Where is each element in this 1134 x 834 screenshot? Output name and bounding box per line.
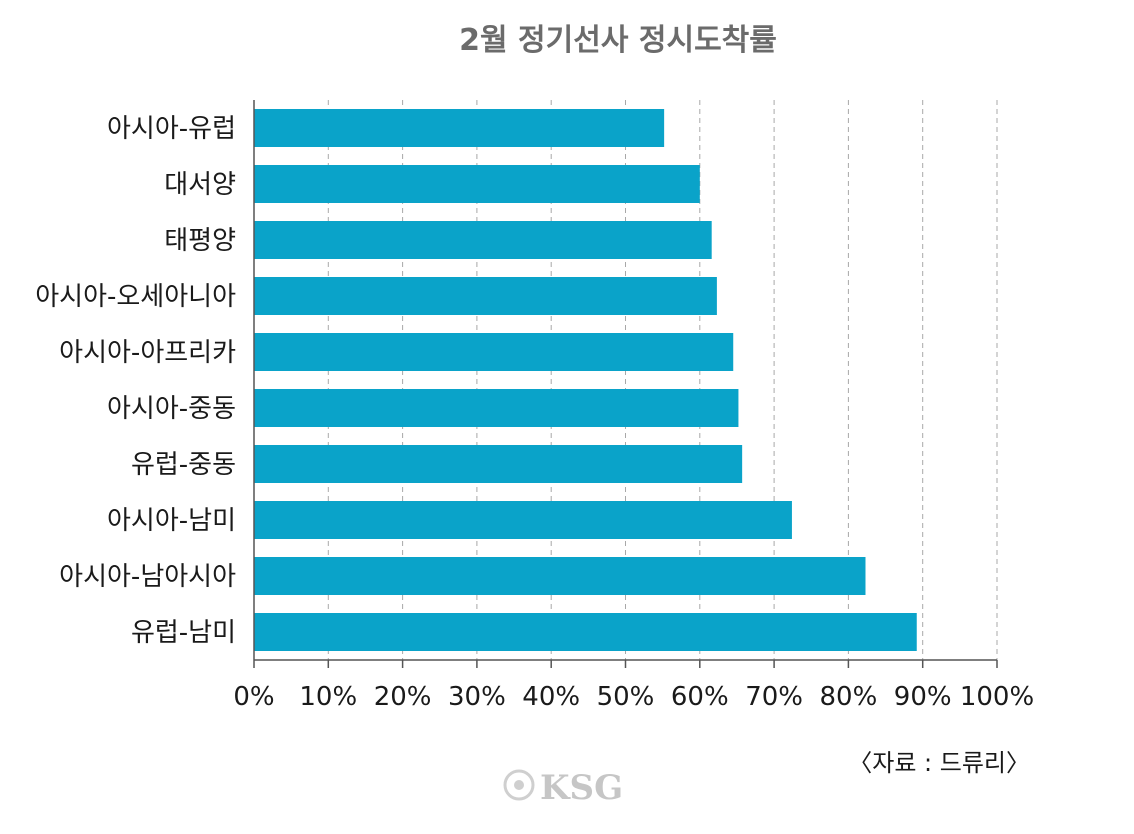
- bar: [254, 221, 712, 259]
- x-tick-label: 80%: [820, 682, 878, 712]
- x-tick-label: 60%: [671, 682, 729, 712]
- chart-title: 2월 정기선사 정시도착률: [459, 23, 777, 58]
- bar: [254, 277, 717, 315]
- watermark-seal-icon: [503, 769, 535, 801]
- x-tick-label: 40%: [522, 682, 580, 712]
- axes: [253, 100, 997, 661]
- x-tick-label: 70%: [745, 682, 803, 712]
- category-label: 대서양: [164, 170, 236, 200]
- category-labels: 아시아-유럽대서양태평양아시아-오세아니아아시아-아프리카아시아-중동유럽-중동…: [35, 114, 236, 648]
- x-tick-label: 0%: [233, 682, 274, 712]
- category-label: 유럽-남미: [131, 618, 236, 648]
- category-label: 아시아-중동: [107, 394, 236, 424]
- bar: [254, 557, 866, 595]
- watermark-text: KSG: [540, 768, 623, 808]
- bars: [254, 109, 917, 651]
- watermark-seal-center: [514, 780, 524, 790]
- x-tick-label: 20%: [374, 682, 432, 712]
- bar: [254, 501, 792, 539]
- category-label: 아시아-남아시아: [59, 562, 236, 592]
- category-label: 아시아-유럽: [107, 114, 236, 144]
- x-tick-label: 50%: [597, 682, 655, 712]
- bar: [254, 445, 743, 483]
- category-label: 아시아-아프리카: [59, 338, 236, 368]
- x-tick-label: 30%: [448, 682, 506, 712]
- category-label: 아시아-남미: [107, 506, 236, 536]
- bar: [254, 165, 700, 203]
- category-label: 아시아-오세아니아: [35, 282, 236, 312]
- bar: [254, 109, 665, 147]
- bar: [254, 333, 734, 371]
- x-tick-label: 90%: [894, 682, 952, 712]
- x-tick-labels: 0% 10% 20% 30% 40% 50% 60% 70% 80% 90% 100%: [233, 682, 1034, 712]
- category-label: 유럽-중동: [131, 450, 236, 480]
- bar: [254, 389, 739, 427]
- x-tick-label: 10%: [299, 682, 357, 712]
- category-label: 태평양: [164, 226, 236, 256]
- bar: [254, 613, 917, 651]
- ksg-watermark-logo: KSG: [503, 768, 623, 808]
- source-note: 〈자료 : 드류리〉: [848, 749, 1030, 777]
- x-tick-label: 100%: [960, 682, 1034, 712]
